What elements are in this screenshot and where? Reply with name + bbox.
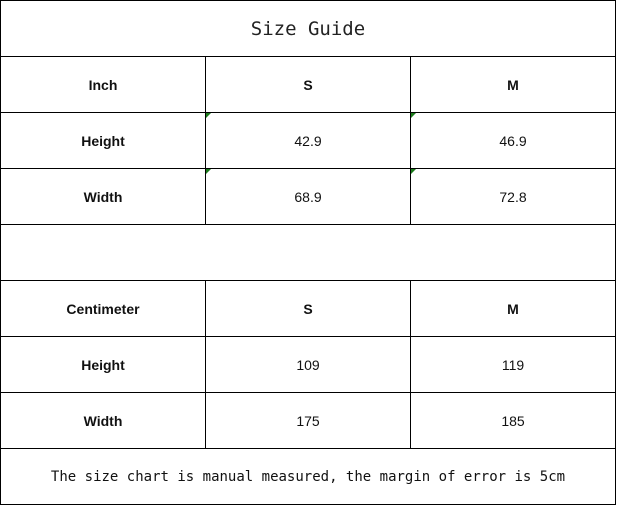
value-text: 42.9 [294, 132, 322, 149]
table-row: Height 109 119 [0, 336, 616, 392]
value-cell: 72.8 [411, 169, 615, 224]
title-row: Size Guide [0, 0, 616, 56]
header-unit: Centimeter [1, 281, 206, 336]
header-size-m: M [507, 76, 519, 93]
header-size-s: S [206, 281, 411, 336]
cell-marker-icon [206, 113, 211, 118]
row-label: Height [1, 113, 206, 168]
row-label: Width [1, 393, 206, 448]
value-text: 68.9 [294, 188, 322, 205]
spacer-row [0, 224, 616, 280]
header-size-m: M [507, 300, 519, 317]
value-cell: 175 [206, 393, 411, 448]
row-label: Width [1, 169, 206, 224]
cell-marker-icon [206, 169, 211, 174]
value-cell: 46.9 [411, 113, 615, 168]
cell-marker-icon [411, 169, 416, 174]
value-text: 46.9 [499, 132, 527, 149]
table-row: Width 68.9 72.8 [0, 168, 616, 224]
value-cell: 68.9 [206, 169, 411, 224]
value-cell: 185 [501, 412, 525, 429]
inch-header-row: Inch S M [0, 56, 616, 112]
value-cell: 109 [206, 337, 411, 392]
table-row: Height 42.9 46.9 [0, 112, 616, 168]
measurement-note: The size chart is manual measured, the m… [50, 468, 566, 485]
header-size-s: S [206, 57, 411, 112]
table-row: Width 175 185 [0, 392, 616, 448]
note-row: The size chart is manual measured, the m… [0, 448, 616, 505]
cm-header-row: Centimeter S M [0, 280, 616, 336]
page-title: Size Guide [250, 17, 366, 40]
row-label: Height [1, 337, 206, 392]
value-cell: 42.9 [206, 113, 411, 168]
empty-cell [1, 225, 615, 280]
cell-marker-icon [411, 113, 416, 118]
value-cell: 119 [501, 356, 525, 373]
header-unit: Inch [1, 57, 206, 112]
value-text: 72.8 [499, 188, 527, 205]
